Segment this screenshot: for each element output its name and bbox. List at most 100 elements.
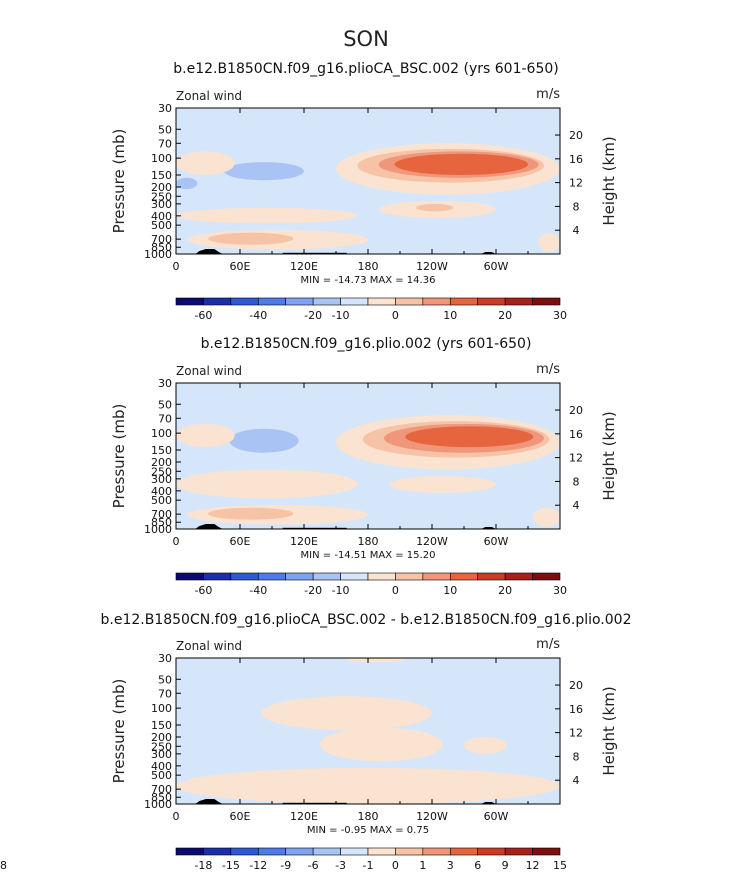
y-tick-label: 850 — [151, 241, 172, 254]
colorbar-swatch — [367, 847, 396, 856]
min-max-stats: MIN = -14.51 MAX = 15.20 — [301, 550, 436, 561]
colorbar-swatch — [477, 572, 506, 581]
colorbar-swatch — [532, 572, 561, 581]
y-tick-label: 250 — [151, 190, 172, 203]
colorbar-swatch — [422, 572, 451, 581]
contour-region — [261, 696, 432, 731]
colorbar-swatch — [449, 297, 479, 306]
y-tick-label: 150 — [151, 444, 172, 457]
contour-region — [176, 767, 560, 804]
x-tick-label: 0 — [173, 260, 180, 273]
colorbar-label: -60 — [194, 309, 212, 322]
right-axis-title: Height (km) — [600, 411, 618, 500]
y-tick-label: 50 — [158, 673, 172, 686]
colorbar-swatch — [257, 847, 287, 856]
y-tick-label: 1000 — [144, 523, 172, 536]
colorbar-label: -18 — [194, 859, 212, 872]
colorbar-label: -15 — [222, 859, 240, 872]
x-tick-label: 180 — [358, 810, 379, 823]
height-tick-label: 8 — [573, 200, 580, 213]
colorbar-swatch — [477, 847, 506, 856]
y-tick-label: 50 — [158, 123, 172, 136]
panel-units-label: m/s — [536, 362, 560, 377]
contour-region — [208, 507, 294, 520]
min-max-stats: MIN = -0.95 MAX = 0.75 — [307, 825, 429, 836]
x-tick-label: 120E — [290, 810, 318, 823]
y-tick-label: 850 — [151, 516, 172, 529]
panel-title: b.e12.B1850CN.f09_g16.plio.002 (yrs 601-… — [201, 336, 532, 352]
y-axis-title: Pressure (mb) — [110, 679, 128, 784]
contour-region — [533, 507, 560, 527]
contour-region — [389, 475, 496, 493]
contour-region — [346, 658, 406, 662]
x-tick-label: 60W — [484, 810, 509, 823]
x-tick-label: 60W — [484, 260, 509, 273]
y-tick-label: 400 — [151, 485, 172, 498]
colorbar-swatch — [340, 572, 369, 581]
contour-region — [229, 428, 299, 453]
contour-region — [176, 207, 358, 224]
contour-region — [405, 426, 534, 448]
colorbar-label: -20 — [304, 309, 322, 322]
y-tick-label: 850 — [151, 791, 172, 804]
y-tick-label: 500 — [151, 494, 172, 507]
x-tick-label: 120W — [416, 810, 448, 823]
colorbar-label: 0 — [392, 309, 399, 322]
height-tick-label: 20 — [569, 129, 583, 142]
colorbar-label: 10 — [443, 309, 457, 322]
contour-region — [208, 232, 294, 245]
panel-2: b.e12.B1850CN.f09_g16.plio.002 (yrs 601-… — [110, 336, 618, 597]
colorbar-swatch — [532, 297, 561, 306]
contour-region — [416, 203, 454, 212]
y-tick-label: 200 — [151, 456, 172, 469]
height-tick-label: 8 — [573, 750, 580, 763]
y-tick-label: 30 — [158, 102, 172, 115]
colorbar-label: -12 — [249, 859, 267, 872]
panel-variable-label: Zonal wind — [176, 639, 242, 653]
y-tick-label: 1000 — [144, 248, 172, 261]
colorbar-swatch — [175, 297, 204, 306]
height-tick-label: 20 — [569, 679, 583, 692]
height-tick-label: 12 — [569, 177, 583, 190]
colorbar-label: -9 — [280, 859, 291, 872]
colorbar-label: -10 — [332, 309, 350, 322]
height-tick-label: 16 — [569, 428, 583, 441]
colorbar-label: 20 — [498, 584, 512, 597]
height-tick-label: 4 — [573, 774, 580, 787]
contour-region — [176, 151, 235, 176]
colorbar-swatch — [504, 297, 533, 306]
colorbar-label: 6 — [474, 859, 481, 872]
contour-field — [176, 658, 560, 804]
panel-1: b.e12.B1850CN.f09_g16.plioCA_BSC.002 (yr… — [110, 61, 618, 322]
x-tick-label: 0 — [173, 810, 180, 823]
topography-strip — [282, 252, 347, 254]
height-tick-label: 16 — [569, 153, 583, 166]
x-tick-label: 120W — [416, 260, 448, 273]
height-tick-label: 8 — [573, 475, 580, 488]
y-axis-title: Pressure (mb) — [110, 129, 128, 234]
y-tick-label: 500 — [151, 219, 172, 232]
y-tick-label: 30 — [158, 652, 172, 665]
colorbar-label: 1 — [419, 859, 426, 872]
x-tick-label: 120W — [416, 535, 448, 548]
colorbar-swatch — [340, 297, 369, 306]
colorbar-swatch — [340, 847, 369, 856]
y-tick-label: 400 — [151, 760, 172, 773]
colorbar-swatch — [312, 572, 341, 581]
y-tick-label: 300 — [151, 198, 172, 211]
contour-field — [176, 108, 560, 254]
y-tick-label: 200 — [151, 181, 172, 194]
colorbar-label: -3 — [335, 859, 346, 872]
colorbar-swatch — [230, 297, 259, 306]
colorbar-swatch — [395, 572, 424, 581]
colorbar: -60 -40 -20 -10 0 10 20 30 — [175, 572, 567, 597]
x-tick-label: 120E — [290, 535, 318, 548]
colorbar-swatch — [257, 572, 287, 581]
x-tick-label: 180 — [358, 260, 379, 273]
y-tick-label: 250 — [151, 740, 172, 753]
panel-units-label: m/s — [536, 637, 560, 652]
topography-africa — [195, 249, 223, 254]
colorbar-swatch — [203, 572, 232, 581]
colorbar-label: -40 — [249, 309, 267, 322]
panel-title: b.e12.B1850CN.f09_g16.plioCA_BSC.002 (yr… — [173, 61, 558, 77]
